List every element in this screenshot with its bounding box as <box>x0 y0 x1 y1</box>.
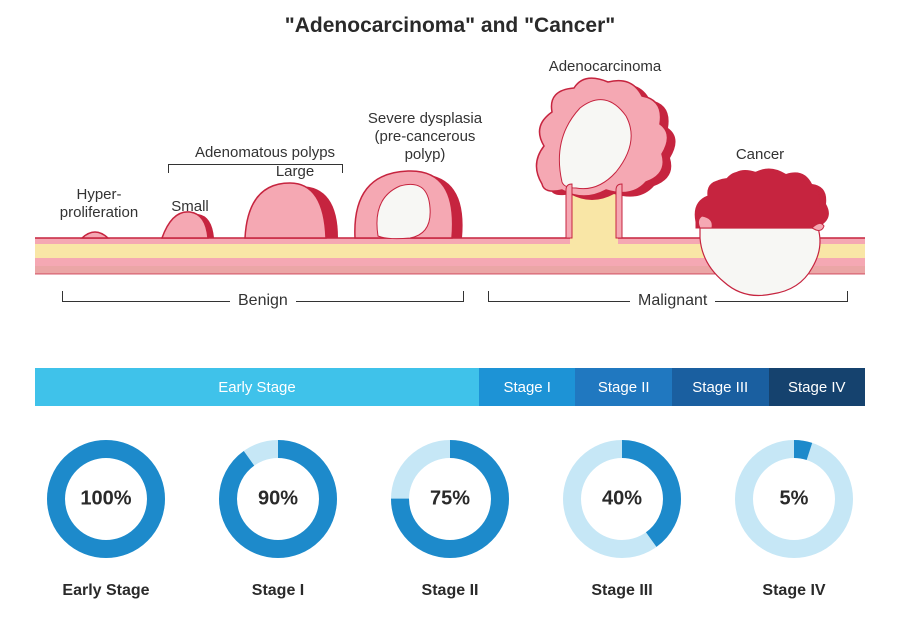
donut-caption: Stage IV <box>762 582 825 600</box>
label-large: Large <box>265 163 325 181</box>
label-adenomatous: Adenomatous polyps <box>180 144 350 162</box>
label-hyper: Hyper-proliferation <box>54 186 144 222</box>
label-benign: Benign <box>230 292 296 310</box>
cancer-mass <box>695 168 829 295</box>
donut-caption: Early Stage <box>62 582 149 600</box>
label-malignant: Malignant <box>630 292 715 310</box>
donut-pct: 40% <box>602 488 642 511</box>
page-title: "Adenocarcinoma" and "Cancer" <box>0 0 900 38</box>
stage-seg-2: Stage II <box>575 368 672 406</box>
stage-seg-4: Stage IV <box>769 368 866 406</box>
progression-diagram: Hyper-proliferation Adenomatous polyps S… <box>0 38 900 328</box>
label-small: Small <box>160 198 220 216</box>
donut-pct: 100% <box>80 488 131 511</box>
tissue-svg <box>0 38 900 328</box>
label-severe: Severe dysplasia(pre-cancerouspolyp) <box>355 110 495 164</box>
donut-caption: Stage I <box>252 582 304 600</box>
donut-pct: 5% <box>780 488 809 511</box>
donut-3: 40% Stage III <box>536 434 708 600</box>
stage-seg-0: Early Stage <box>35 368 479 406</box>
stage-seg-1: Stage I <box>479 368 576 406</box>
donut-caption: Stage II <box>422 582 479 600</box>
polyp-severe <box>355 171 463 239</box>
donut-row: 100% Early Stage 90% Stage I 75% Stage II 40% S… <box>20 434 880 600</box>
label-adeno: Adenocarcinoma <box>540 58 670 76</box>
donut-0: 100% Early Stage <box>20 434 192 600</box>
label-cancer: Cancer <box>720 146 800 164</box>
donut-4: 5% Stage IV <box>708 434 880 600</box>
stage-seg-3: Stage III <box>672 368 769 406</box>
donut-caption: Stage III <box>591 582 652 600</box>
donut-pct: 90% <box>258 488 298 511</box>
donut-pct: 75% <box>430 488 470 511</box>
donut-2: 75% Stage II <box>364 434 536 600</box>
stage-bar: Early StageStage IStage IIStage IIIStage… <box>35 368 865 406</box>
bump-hyper <box>82 232 108 238</box>
donut-1: 90% Stage I <box>192 434 364 600</box>
